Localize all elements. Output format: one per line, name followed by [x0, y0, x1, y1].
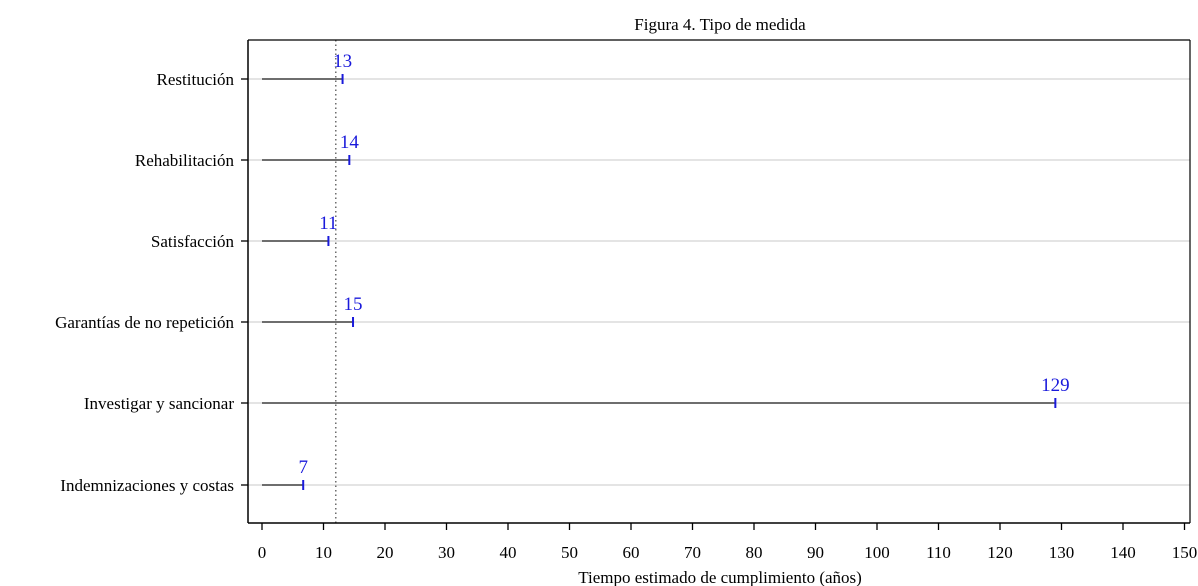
data-label: 13	[333, 51, 352, 72]
data-label: 15	[344, 294, 363, 315]
x-tick-label: 130	[1049, 543, 1075, 562]
category-label: Restitución	[157, 70, 235, 89]
x-tick-label: 50	[561, 543, 578, 562]
data-label: 11	[319, 213, 337, 234]
x-tick-label: 150	[1172, 543, 1198, 562]
data-label: 129	[1041, 375, 1070, 396]
x-tick-label: 0	[258, 543, 267, 562]
x-axis-title: Tiempo estimado de cumplimiento (años)	[578, 568, 862, 586]
x-tick-label: 40	[500, 543, 517, 562]
x-tick-label: 120	[987, 543, 1013, 562]
axes: Restitución Rehabilitación Satisfacción Gar…	[55, 39, 1198, 562]
x-tick-label: 30	[438, 543, 455, 562]
x-tick-label: 110	[926, 543, 951, 562]
grid-lines	[248, 78, 1190, 486]
x-tick-label: 100	[864, 543, 890, 562]
x-tick-label: 70	[684, 543, 701, 562]
bars: 13 14 11 15 129 7	[262, 51, 1070, 490]
x-tick-label: 80	[746, 543, 763, 562]
data-label: 7	[298, 457, 308, 478]
chart-title: Figura 4. Tipo de medida	[634, 15, 806, 34]
category-label: Satisfacción	[151, 232, 235, 251]
x-tick-label: 140	[1110, 543, 1136, 562]
category-label: Indemnizaciones y costas	[60, 476, 234, 495]
category-label: Garantías de no repetición	[55, 313, 234, 332]
x-tick-label: 20	[377, 543, 394, 562]
category-label: Investigar y sancionar	[84, 394, 234, 413]
x-tick-label: 60	[623, 543, 640, 562]
category-label: Rehabilitación	[135, 151, 235, 170]
data-label: 14	[340, 132, 360, 153]
x-tick-label: 10	[315, 543, 332, 562]
x-tick-label: 90	[807, 543, 824, 562]
